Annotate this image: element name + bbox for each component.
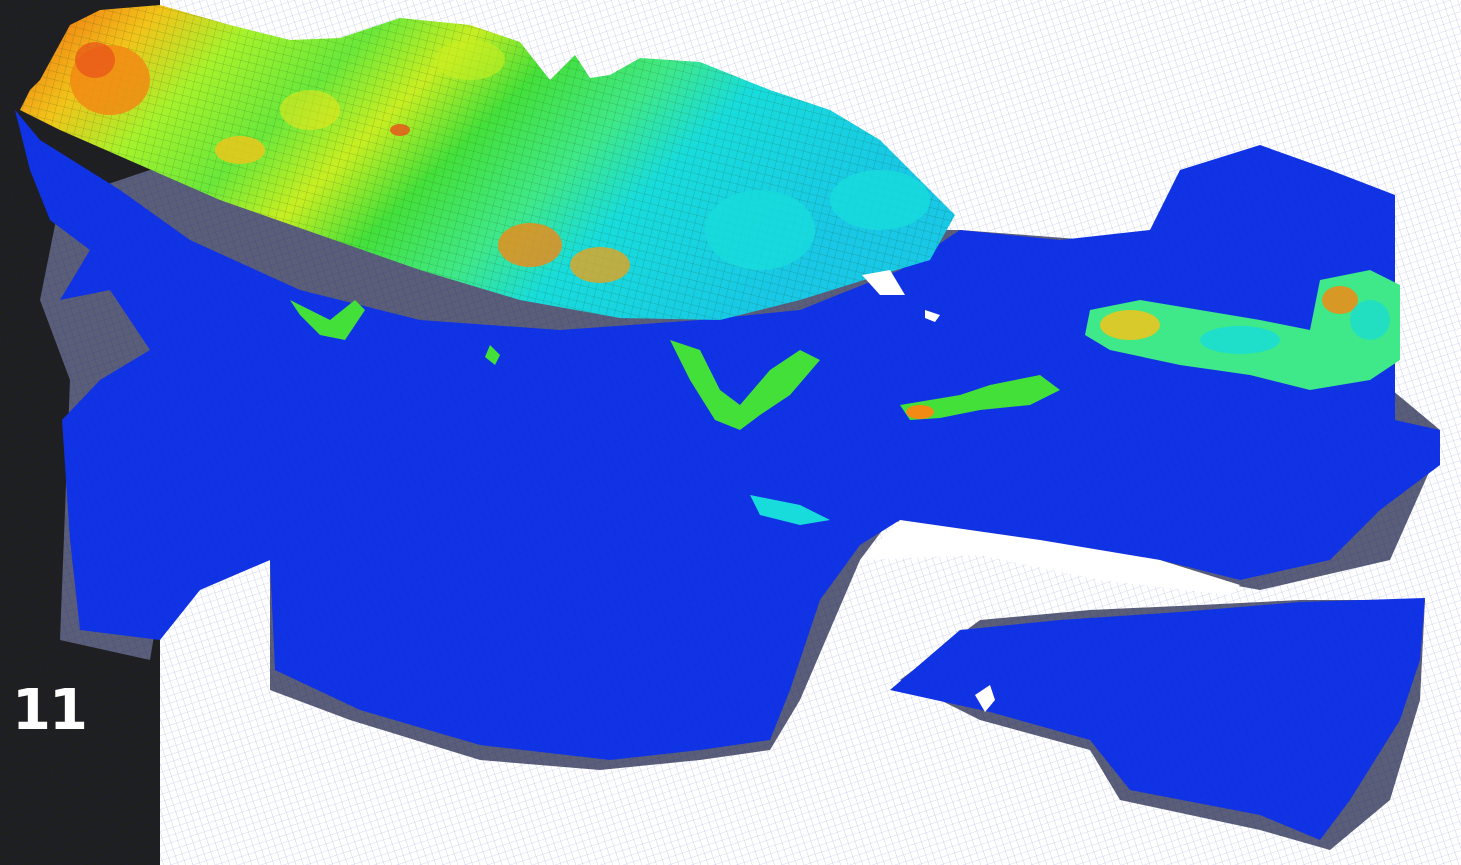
model-top-surface bbox=[20, 5, 955, 320]
page-number: 11 bbox=[12, 678, 88, 743]
model-gaps bbox=[860, 270, 1240, 712]
model-right-pocket bbox=[1085, 270, 1400, 390]
model-mid-streaks bbox=[290, 300, 1060, 525]
